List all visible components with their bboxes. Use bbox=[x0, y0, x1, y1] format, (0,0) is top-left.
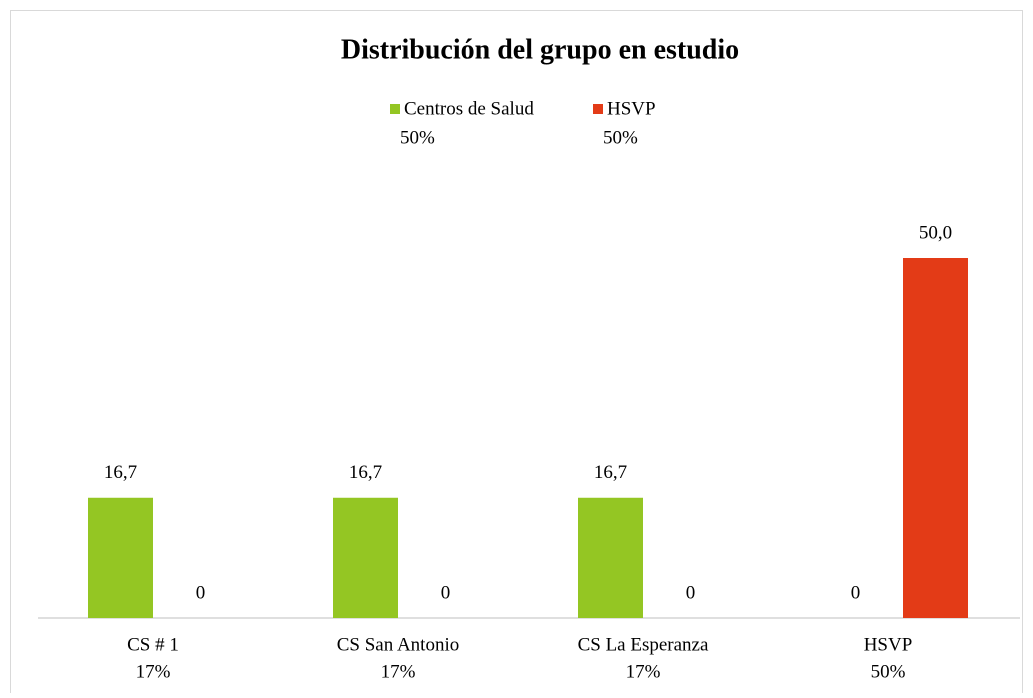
bar bbox=[333, 497, 398, 618]
x-tick-label: CS La Esperanza bbox=[578, 634, 709, 655]
data-label: 16,7 bbox=[594, 462, 627, 483]
x-tick-label: HSVP bbox=[864, 634, 913, 655]
x-tick-share: 17% bbox=[626, 661, 661, 682]
data-label: 50,0 bbox=[919, 222, 952, 243]
x-tick-share: 17% bbox=[136, 661, 171, 682]
bar bbox=[578, 497, 643, 618]
x-tick-share: 17% bbox=[381, 661, 416, 682]
x-tick-share: 50% bbox=[871, 661, 906, 682]
data-label: 0 bbox=[686, 582, 696, 603]
data-label: 0 bbox=[441, 582, 451, 603]
x-tick-label: CS San Antonio bbox=[337, 634, 459, 655]
legend-swatch bbox=[390, 104, 400, 114]
bar bbox=[903, 258, 968, 618]
bar bbox=[88, 497, 153, 618]
x-tick-label: CS # 1 bbox=[127, 634, 179, 655]
data-label: 0 bbox=[196, 582, 206, 603]
legend-share: 50% bbox=[603, 127, 638, 148]
legend-label: HSVP bbox=[607, 98, 656, 119]
legend-swatch bbox=[593, 104, 603, 114]
chart-frame bbox=[10, 10, 1023, 698]
data-label: 16,7 bbox=[349, 462, 382, 483]
chart-title: Distribución del grupo en estudio bbox=[341, 34, 739, 65]
legend-share: 50% bbox=[400, 127, 435, 148]
data-label: 0 bbox=[851, 582, 861, 603]
data-label: 16,7 bbox=[104, 462, 137, 483]
legend-label: Centros de Salud bbox=[404, 98, 534, 119]
